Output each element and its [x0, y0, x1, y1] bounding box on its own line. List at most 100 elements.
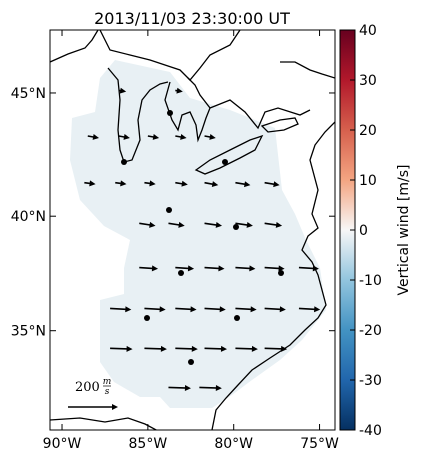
- wind-arrow: [204, 221, 223, 228]
- wind-arrow: [264, 345, 288, 352]
- wind-arrow: [168, 385, 191, 392]
- arrow-head: [281, 345, 288, 352]
- stations: [121, 110, 284, 365]
- arrow-shaft: [235, 266, 252, 270]
- arrow-head: [273, 181, 280, 188]
- arrow-head: [89, 180, 96, 187]
- colorbar-tick-label: -40: [359, 423, 382, 439]
- arrow-head: [184, 385, 191, 392]
- arrow-head: [149, 221, 156, 228]
- lake-huron: [164, 77, 311, 143]
- colorbar-tick-label: 30: [359, 73, 377, 89]
- wind-arrow: [204, 306, 226, 313]
- arrow-head: [178, 221, 185, 228]
- wind-arrow: [264, 221, 283, 228]
- arrow-head: [218, 265, 225, 272]
- wind-arrow: [235, 306, 257, 313]
- arrow-head: [126, 345, 133, 352]
- arrow-shaft: [144, 307, 163, 311]
- wind-arrows: [84, 87, 321, 392]
- arrow-shaft: [298, 307, 317, 311]
- scale-unit-numerator: m: [103, 377, 112, 387]
- x-tick-label: 85°W: [129, 436, 168, 452]
- colorbar-tick-label: 20: [359, 123, 377, 139]
- arrow-shaft: [110, 347, 130, 350]
- y-tick-label: 45°N: [11, 86, 46, 102]
- wind-arrow: [84, 180, 96, 187]
- map-title: 2013/11/03 23:30:00 UT: [94, 9, 290, 28]
- arrow-shaft: [235, 347, 255, 350]
- station: [166, 207, 172, 213]
- wind-arrow: [175, 180, 188, 187]
- ticks: 90°W 85°W 80°W 75°W 35°N 40°N 45°N -40 -30 -20 -10…: [11, 23, 382, 452]
- wind-arrow: [204, 345, 228, 352]
- arrow-head: [176, 87, 183, 94]
- arrow-head: [251, 345, 258, 352]
- wind-arrow: [118, 87, 127, 94]
- arrow-head: [219, 306, 226, 313]
- wind-arrow: [264, 306, 286, 313]
- arrow-head: [312, 265, 319, 272]
- arrow-head: [151, 265, 159, 272]
- arrow-shaft: [144, 347, 164, 350]
- arrow-shaft: [204, 307, 223, 311]
- arrow-head: [92, 133, 100, 140]
- station: [188, 359, 194, 365]
- wind-arrow: [175, 133, 187, 140]
- arrow-head: [120, 180, 127, 187]
- arrow-head: [125, 306, 132, 313]
- wind-arrow: [175, 265, 195, 272]
- wind-arrow: [298, 306, 321, 313]
- station: [167, 110, 173, 116]
- arrow-shaft: [168, 386, 188, 389]
- scale-value: 200: [75, 380, 100, 395]
- wind-arrow: [235, 345, 258, 352]
- wind-arrow: [235, 265, 256, 272]
- arrow-head: [249, 265, 256, 272]
- wind-arrow: [118, 133, 130, 140]
- x-tick-label: 80°W: [214, 436, 253, 452]
- wind-arrow: [199, 385, 222, 392]
- scale-unit-denominator: s: [105, 387, 110, 397]
- wind-arrow: [264, 265, 285, 272]
- y-tick-label: 35°N: [11, 324, 46, 340]
- arrow-head: [187, 265, 195, 272]
- arrow-head: [181, 180, 188, 187]
- lake-ontario: [260, 117, 299, 133]
- arrow-head: [123, 133, 130, 140]
- wind-arrow: [110, 306, 132, 313]
- arrow-head: [244, 181, 251, 188]
- station: [178, 270, 184, 276]
- wind-arrow: [204, 133, 216, 140]
- wind-arrow: [168, 221, 185, 228]
- wind-arrow: [235, 221, 253, 228]
- domain: [70, 60, 326, 408]
- arrow-shaft: [199, 386, 219, 389]
- arrow-shaft: [235, 307, 254, 311]
- x-tick-label: 90°W: [43, 436, 82, 452]
- station: [234, 315, 240, 321]
- station: [121, 159, 127, 165]
- east-coast: [211, 61, 335, 430]
- arrow-head: [119, 87, 127, 94]
- wind-arrow: [144, 345, 167, 352]
- arrow-head: [112, 404, 118, 410]
- arrow-head: [215, 385, 222, 392]
- station: [233, 224, 239, 230]
- arrow-head: [211, 181, 219, 188]
- colorbar-tick-label: -30: [359, 373, 382, 389]
- wind-arrow: [264, 181, 280, 188]
- arrow-shaft: [175, 347, 195, 350]
- colorbar-tick-label: 0: [359, 223, 368, 239]
- arrow-head: [149, 180, 156, 187]
- colorbar-tick-label: -20: [359, 323, 382, 339]
- arrow-head: [278, 265, 285, 272]
- arrow-shaft: [204, 266, 221, 270]
- wind-arrow: [175, 345, 198, 352]
- lake-superior: [50, 30, 241, 81]
- arrow-shaft: [110, 307, 128, 311]
- scale-arrow: [68, 404, 118, 410]
- map-frame: [49, 29, 336, 431]
- colorbar-tick-label: 10: [359, 173, 377, 189]
